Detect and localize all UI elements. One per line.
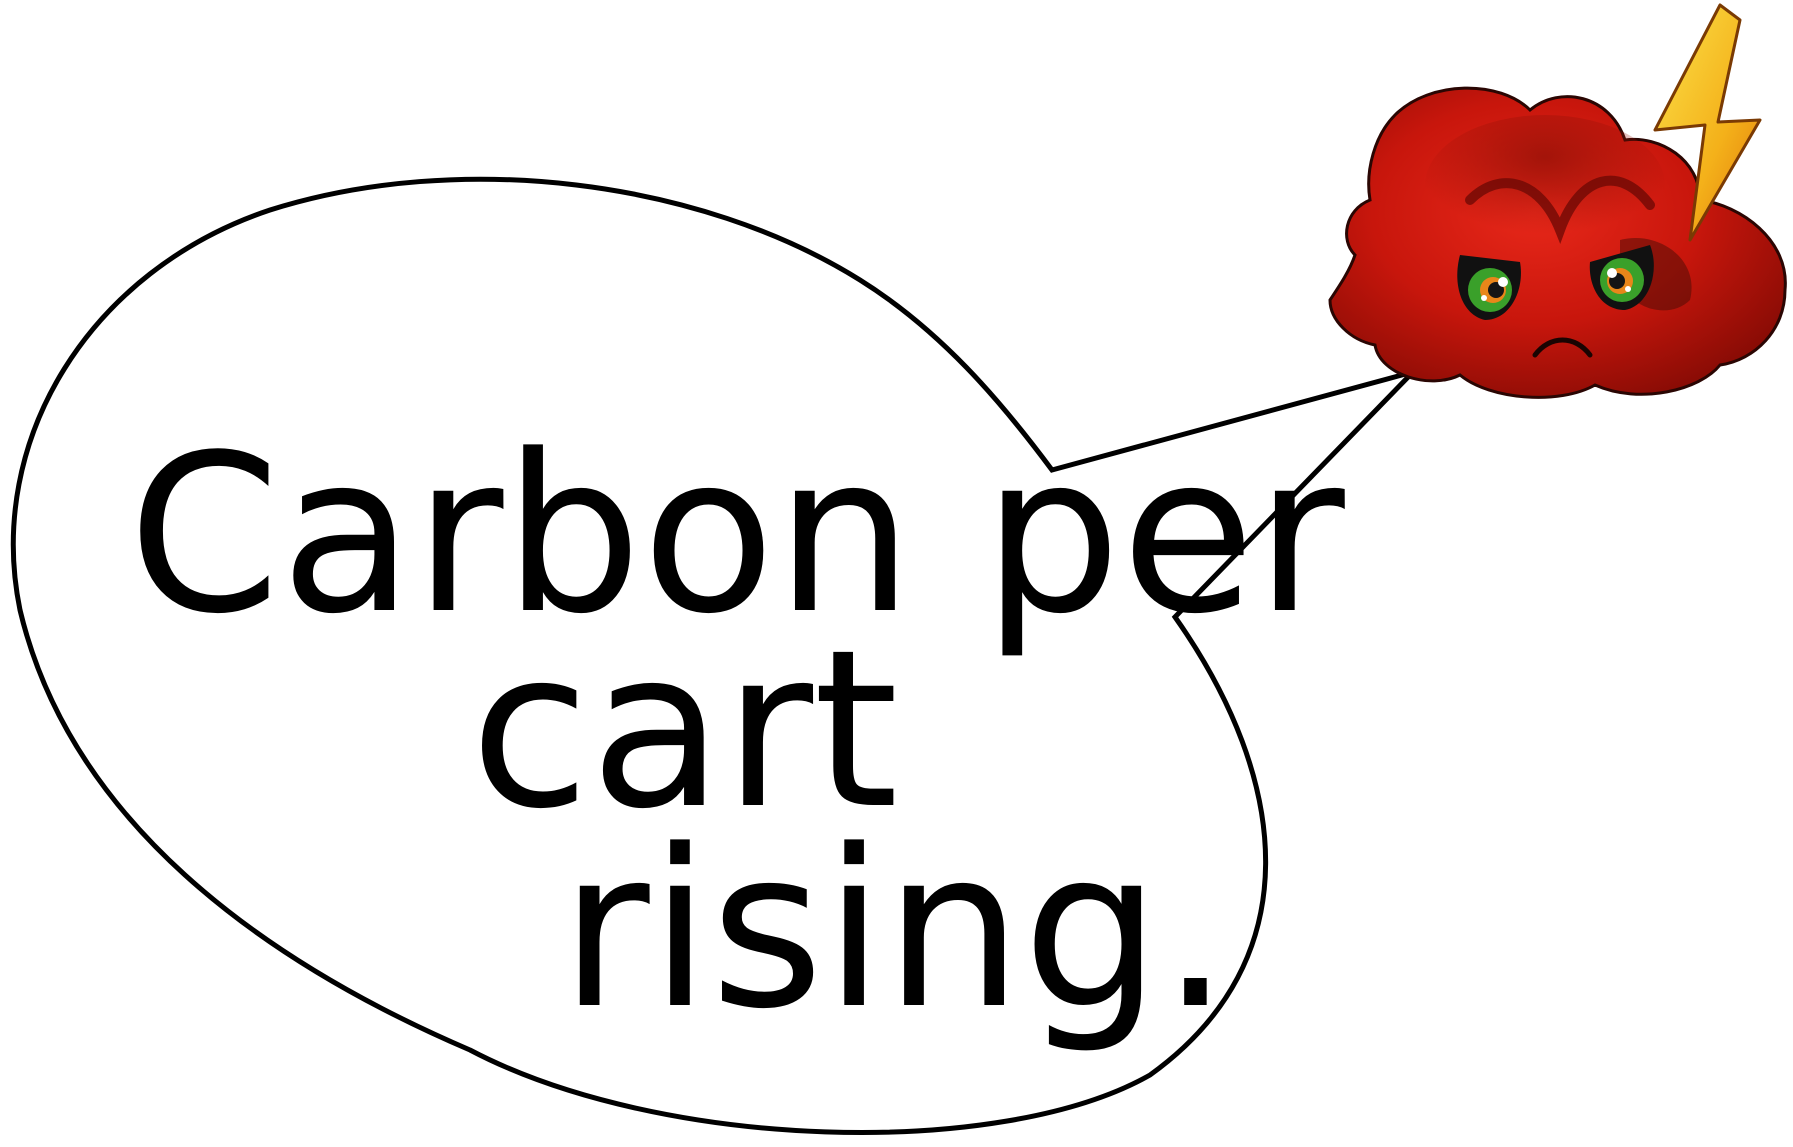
speech-text-line-3: rising. [560, 804, 1230, 1057]
speech-text-line-1: Carbon per [128, 409, 1345, 662]
speech-text-line-2: cart [470, 604, 899, 857]
left-eye [1457, 255, 1521, 320]
right-eye [1589, 245, 1654, 310]
lightning-bolt-icon [1653, 3, 1762, 242]
cloud-shading [1425, 115, 1665, 255]
angry-red-cloud-icon [1328, 86, 1787, 399]
speech-bubble-outline [10, 176, 1422, 1135]
speech-bubble: Carbon per cart rising. [10, 176, 1422, 1135]
cloud-mouth [1532, 337, 1593, 358]
cloud-frown-brow [1465, 175, 1655, 244]
